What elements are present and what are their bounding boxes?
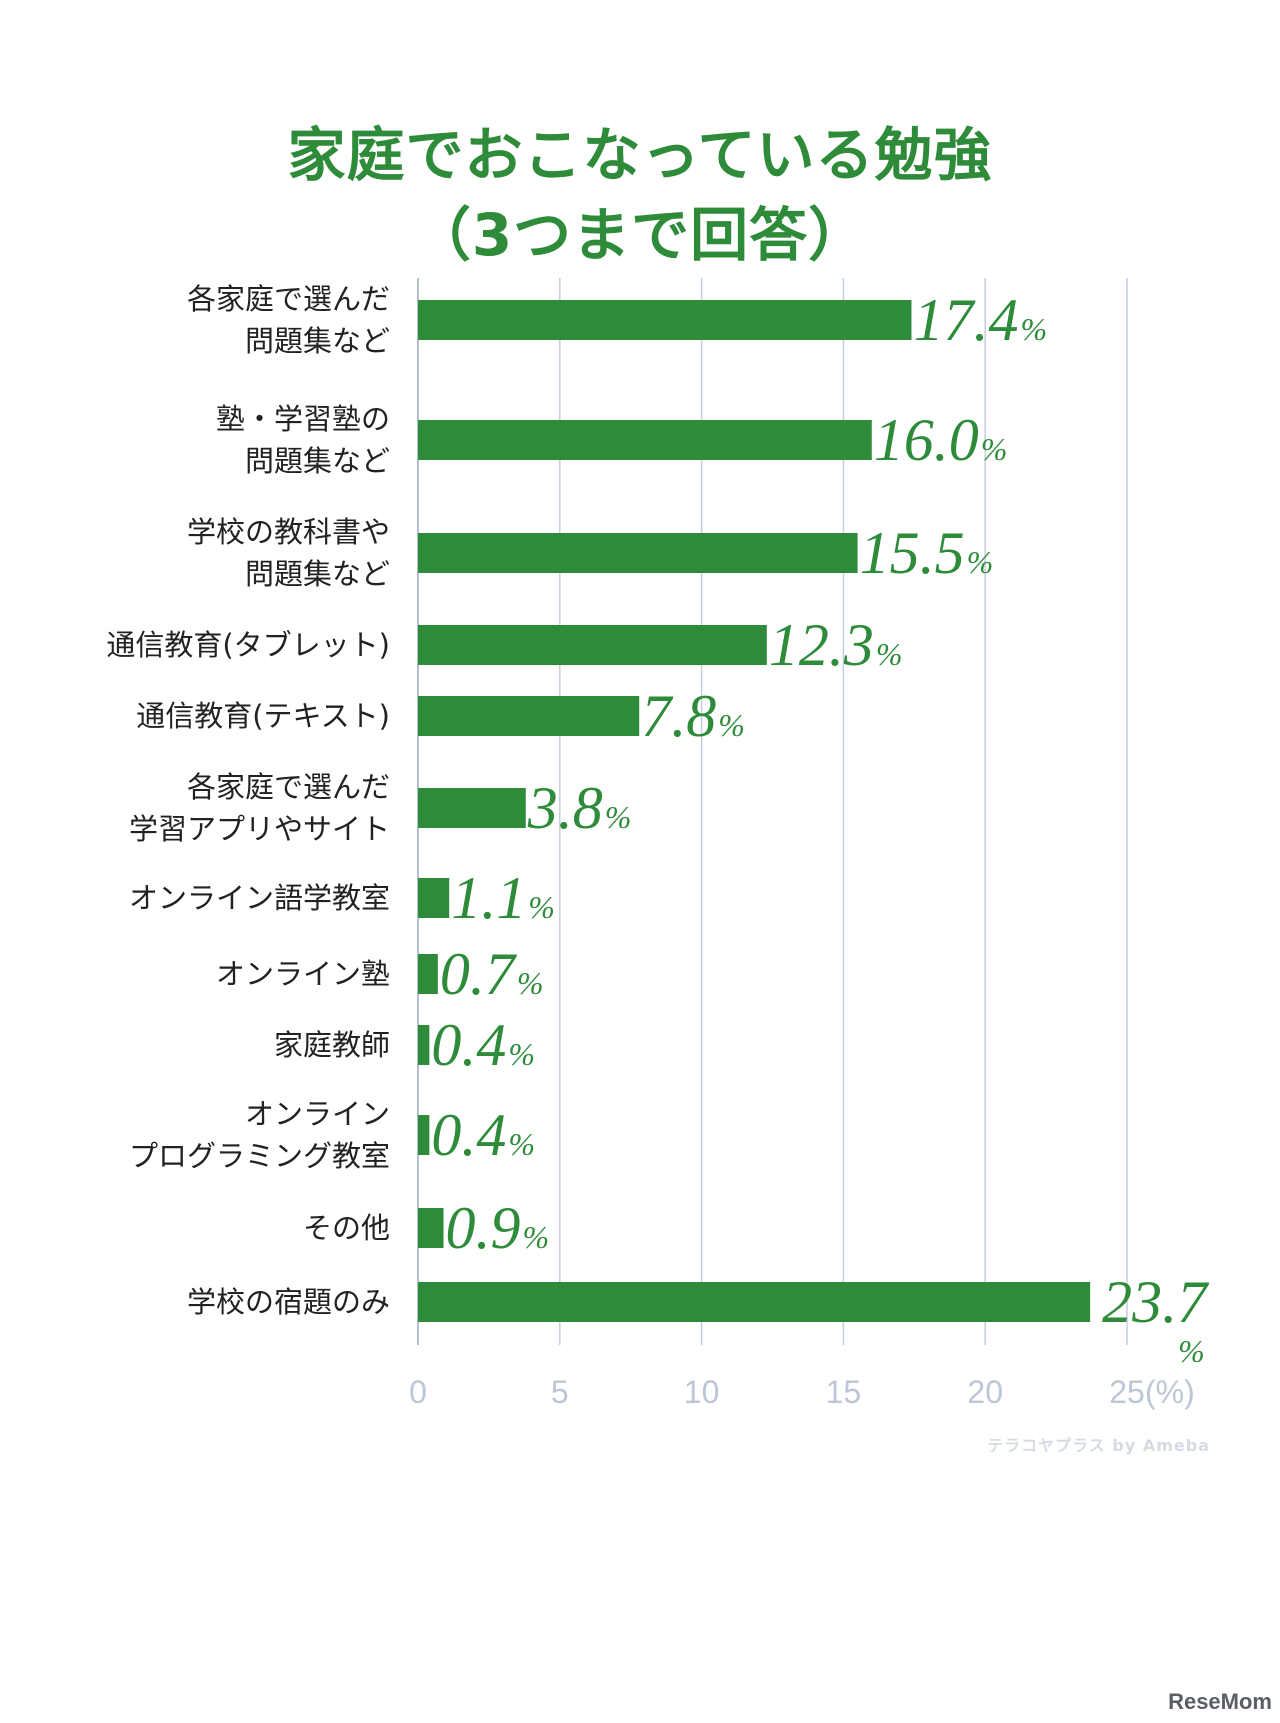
data-label-value: 23.7: [1102, 1269, 1210, 1335]
data-label-percent: %: [528, 889, 555, 925]
category-label: その他: [303, 1211, 390, 1245]
data-label-value: 1.1: [451, 865, 526, 931]
x-tick-label: 15: [826, 1374, 862, 1410]
data-label-value: 15.5: [860, 520, 965, 586]
data-label-percent: %: [523, 1219, 550, 1255]
bar: [418, 533, 858, 573]
data-label-percent: %: [605, 799, 632, 835]
source-credit: テラコヤプラス by Ameba: [987, 1436, 1210, 1455]
category-label: 学習アプリやサイト: [129, 812, 390, 846]
bar: [418, 878, 450, 918]
data-label-value: 3.8: [527, 775, 603, 841]
data-label-value: 0.9: [446, 1195, 521, 1261]
category-label: 塾・学習塾の: [216, 402, 390, 436]
category-label: オンライン語学教室: [129, 881, 390, 915]
data-label-value: 0.4: [431, 1012, 506, 1078]
bar: [418, 625, 767, 665]
category-label: 問題集など: [245, 444, 390, 478]
data-label-percent: %: [508, 1036, 535, 1072]
data-label-percent: %: [718, 707, 745, 743]
bar: [418, 1282, 1091, 1322]
chart-title-line2: （3つまで回答）: [412, 201, 868, 269]
category-label: 各家庭で選んだ: [187, 770, 390, 804]
data-label-percent: %: [981, 431, 1008, 467]
x-tick-label: 20: [967, 1374, 1003, 1410]
data-label-value: 0.4: [431, 1102, 506, 1168]
category-label: オンライン: [245, 1097, 390, 1131]
data-label-value: 16.0: [874, 407, 979, 473]
data-label-percent: %: [517, 965, 544, 1001]
x-tick-label: 10: [684, 1374, 720, 1410]
bar: [418, 420, 872, 460]
x-axis-unit: (%): [1145, 1374, 1195, 1410]
category-label: 家庭教師: [274, 1028, 390, 1062]
category-label: 各家庭で選んだ: [187, 282, 390, 316]
category-label: オンライン塾: [216, 957, 390, 991]
category-label: 問題集など: [245, 557, 390, 591]
category-label: 通信教育(タブレット): [106, 628, 390, 662]
bar: [418, 300, 912, 340]
brand-logo: ReseMom: [1168, 1689, 1272, 1714]
data-label-value: 0.7: [440, 941, 518, 1007]
category-label: プログラミング教室: [129, 1139, 390, 1173]
data-label-percent: %: [876, 636, 903, 672]
x-tick-label: 5: [551, 1374, 569, 1410]
data-label-percent: %: [1178, 1333, 1205, 1369]
x-tick-label: 0: [409, 1374, 427, 1410]
category-label: 問題集など: [245, 324, 390, 358]
data-label-percent: %: [967, 544, 994, 580]
bar: [418, 696, 640, 736]
data-label-percent: %: [1020, 311, 1047, 347]
data-label-value: 7.8: [641, 683, 716, 749]
bar: [418, 954, 438, 994]
bar: [418, 1208, 444, 1248]
category-label: 通信教育(テキスト): [136, 699, 390, 733]
data-label-percent: %: [508, 1126, 535, 1162]
chart-title-line1: 家庭でおこなっている勉強: [287, 121, 993, 189]
category-label: 学校の宿題のみ: [187, 1285, 390, 1319]
bar: [418, 1025, 430, 1065]
x-tick-label: 25: [1109, 1374, 1145, 1410]
bar: [418, 788, 526, 828]
category-label: 学校の教科書や: [187, 515, 390, 549]
data-label-value: 12.3: [769, 612, 874, 678]
bar: [418, 1115, 430, 1155]
data-label-value: 17.4: [913, 287, 1018, 353]
